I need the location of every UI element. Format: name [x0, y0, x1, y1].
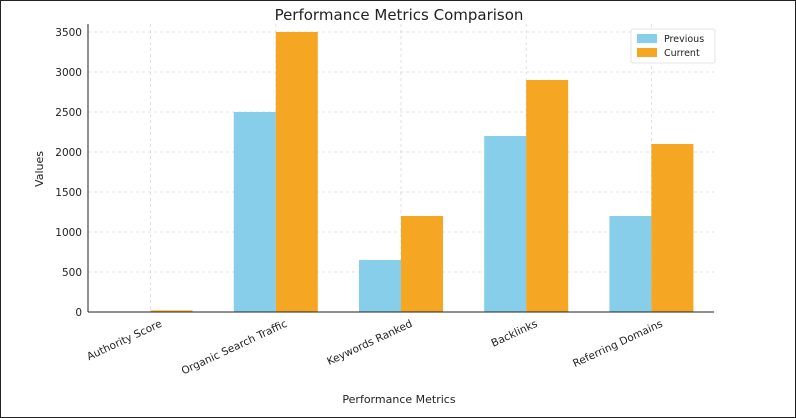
y-tick-label: 1000: [55, 227, 82, 239]
bar-previous-3: [359, 260, 401, 312]
bar-current-3: [401, 216, 443, 312]
x-tick-label: Keywords Ranked: [325, 318, 414, 368]
chart-title: Performance Metrics Comparison: [275, 6, 524, 24]
legend-swatch-previous: [637, 34, 657, 43]
bar-previous-5: [609, 216, 652, 312]
legend-swatch-current: [637, 48, 657, 57]
bar-previous-2: [233, 112, 276, 312]
bar-previous-4: [484, 136, 527, 312]
y-tick-label: 2000: [55, 147, 82, 159]
legend-label-current: Current: [664, 48, 700, 59]
x-tick-label: Organic Search Traffic: [180, 318, 290, 378]
legend-label-previous: Previous: [664, 34, 704, 45]
bar-current-1: [150, 310, 193, 312]
bar-current-2: [275, 32, 318, 312]
bar-current-5: [651, 144, 694, 312]
axis-layer: 0 500 1000 1500 2000 2500 3000 3500 Authority Sc…: [55, 24, 714, 377]
y-axis-label: Values: [33, 151, 46, 187]
y-tick-label: 2500: [55, 107, 82, 119]
y-tick-label: 500: [62, 267, 82, 279]
y-tick-label: 3500: [55, 27, 82, 39]
x-tick-label: Referring Domains: [571, 318, 665, 370]
bar-layer: [150, 32, 694, 312]
x-tick-label: Authority Score: [85, 318, 164, 363]
bar-current-4: [526, 80, 569, 312]
x-axis-label: Performance Metrics: [342, 393, 455, 406]
y-tick-label: 1500: [55, 187, 82, 199]
x-tick-label: Backlinks: [489, 318, 539, 350]
legend: Previous Current: [630, 28, 716, 64]
y-tick-label: 0: [75, 307, 82, 319]
y-tick-label: 3000: [55, 67, 82, 79]
